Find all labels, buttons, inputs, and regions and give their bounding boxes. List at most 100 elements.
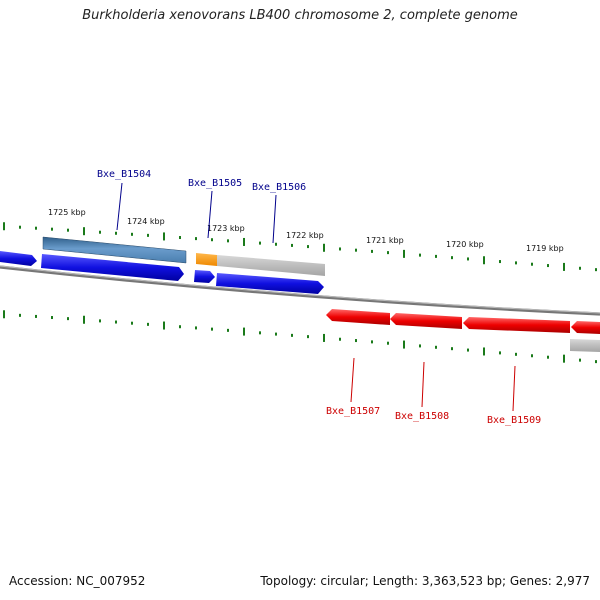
lower-tick-mark <box>371 340 373 344</box>
upper-tick-mark <box>3 222 5 231</box>
upper-tick-mark <box>67 228 69 232</box>
lower-tick-mark <box>35 314 37 318</box>
lower-tick-mark <box>483 347 485 356</box>
lower-tick-mark <box>3 310 5 319</box>
gene-label-bxe-b1504[interactable]: Bxe_B1504 <box>97 169 151 180</box>
lower-tick-mark <box>275 332 277 336</box>
gene-arrow-bxe-b1507[interactable] <box>326 309 390 325</box>
leader-line-bxe-b1504 <box>116 182 123 231</box>
gene-label-bxe-b1508[interactable]: Bxe_B1508 <box>395 411 449 422</box>
feature-bar-highlight[interactable] <box>196 253 217 266</box>
lower-tick-mark <box>355 339 357 343</box>
upper-tick-mark <box>227 239 229 243</box>
gene-arrow-left-edge[interactable] <box>0 251 37 266</box>
upper-tick-mark <box>435 254 437 258</box>
upper-tick-mark <box>99 230 101 234</box>
upper-tick-mark <box>83 227 85 236</box>
lower-tick-mark <box>563 354 565 363</box>
feature-bar-gray[interactable] <box>217 255 325 276</box>
lower-tick-mark <box>131 321 133 325</box>
lower-tick-mark <box>387 341 389 345</box>
lower-tick-mark <box>115 320 117 324</box>
upper-tick-mark <box>499 260 501 264</box>
gene-label-bxe-b1506[interactable]: Bxe_B1506 <box>252 182 306 193</box>
leader-line-bxe-b1509 <box>512 365 516 412</box>
leader-line-bxe-b1505 <box>207 190 213 239</box>
tick-label-1724: 1724 kbp <box>127 217 165 226</box>
upper-tick-mark <box>259 241 261 245</box>
lower-tick-mark <box>195 326 197 330</box>
upper-tick-mark <box>483 256 485 265</box>
feature-bar-gray-lower[interactable] <box>570 339 600 352</box>
lower-tick-mark <box>67 317 69 321</box>
feature-bar-steel[interactable] <box>42 236 187 264</box>
lower-tick-mark <box>19 313 21 317</box>
tick-label-1720: 1720 kbp <box>446 240 484 249</box>
gene-arrow-bxe-b1505[interactable] <box>194 270 215 283</box>
upper-tick-mark <box>195 237 197 241</box>
upper-tick-mark <box>275 242 277 246</box>
gene-arrow-bxe-b1506[interactable] <box>216 273 324 294</box>
gene-arrow-bxe-b1508[interactable] <box>390 313 462 329</box>
upper-tick-mark <box>35 226 37 230</box>
lower-tick-mark <box>323 333 325 342</box>
gene-label-bxe-b1509[interactable]: Bxe_B1509 <box>487 415 541 426</box>
upper-tick-mark <box>211 238 213 242</box>
upper-tick-mark <box>243 237 245 246</box>
gene-arrow-right-edge[interactable] <box>571 321 600 334</box>
upper-tick-mark <box>115 231 117 235</box>
leader-line-bxe-b1507 <box>350 357 355 403</box>
lower-tick-mark <box>307 335 309 339</box>
lower-tick-mark <box>499 351 501 355</box>
lower-tick-mark <box>163 321 165 330</box>
lower-tick-mark <box>515 352 517 356</box>
accession-text: Accession: NC_007952 <box>9 574 146 588</box>
upper-tick-mark <box>467 257 469 261</box>
upper-tick-mark <box>323 243 325 252</box>
lower-tick-mark <box>595 360 597 364</box>
lower-tick-mark <box>83 315 85 324</box>
upper-tick-mark <box>291 243 293 247</box>
lower-tick-mark <box>339 337 341 341</box>
lower-tick-mark <box>211 327 213 331</box>
lower-tick-mark <box>51 316 53 320</box>
upper-tick-mark <box>307 245 309 249</box>
lower-tick-mark <box>99 319 101 323</box>
lower-tick-mark <box>227 328 229 332</box>
gene-label-bxe-b1507[interactable]: Bxe_B1507 <box>326 406 380 417</box>
lower-tick-mark <box>259 331 261 335</box>
upper-tick-mark <box>371 249 373 253</box>
lower-tick-mark <box>179 325 181 329</box>
upper-tick-mark <box>451 256 453 260</box>
lower-tick-mark <box>451 347 453 351</box>
upper-tick-mark <box>387 251 389 255</box>
lower-tick-mark <box>243 327 245 336</box>
gene-arrow-bxe-b1504[interactable] <box>41 254 184 281</box>
lower-tick-mark <box>419 344 421 348</box>
lower-tick-mark <box>547 355 549 359</box>
upper-tick-mark <box>339 247 341 251</box>
upper-tick-mark <box>19 225 21 229</box>
upper-tick-mark <box>595 268 597 272</box>
upper-tick-mark <box>147 233 149 237</box>
lower-tick-mark <box>579 358 581 362</box>
upper-tick-mark <box>579 266 581 270</box>
map-title: Burkholderia xenovorans LB400 chromosome… <box>82 8 518 23</box>
leader-line-bxe-b1506 <box>272 194 277 244</box>
tick-label-1725: 1725 kbp <box>48 208 86 217</box>
tick-label-1719: 1719 kbp <box>526 244 564 253</box>
lower-tick-mark <box>531 354 533 358</box>
gene-arrow-bxe-b1509[interactable] <box>463 317 570 333</box>
tick-label-1721: 1721 kbp <box>366 236 404 245</box>
upper-tick-mark <box>163 232 165 241</box>
chromosome-backbone <box>0 265 600 316</box>
upper-tick-mark <box>531 262 533 266</box>
lower-tick-mark <box>467 348 469 352</box>
upper-tick-ring <box>3 222 597 272</box>
gene-label-bxe-b1505[interactable]: Bxe_B1505 <box>188 178 242 189</box>
leader-line-bxe-b1508 <box>421 361 425 408</box>
upper-tick-mark <box>355 248 357 252</box>
upper-tick-mark <box>51 227 53 231</box>
upper-tick-mark <box>131 232 133 236</box>
